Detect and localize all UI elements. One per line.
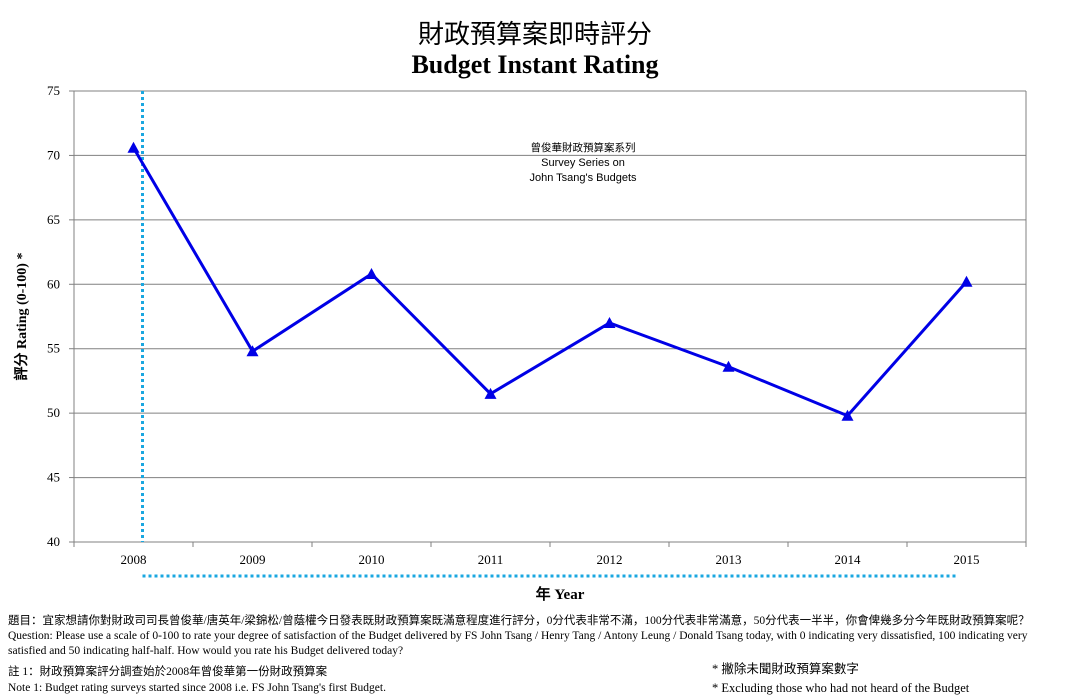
data-point-marker: [841, 409, 854, 421]
note1-en: Note 1: Budget rating surveys started si…: [8, 682, 386, 694]
x-tick-label: 2009: [240, 552, 266, 567]
y-tick-label: 55: [47, 341, 60, 356]
exclusion-zh: * 撇除未聞財政預算案數字: [712, 662, 859, 676]
y-tick-label: 40: [47, 534, 60, 549]
question-en-line2: satisfied and 50 indicating half-half. H…: [8, 645, 404, 657]
data-point-marker: [603, 316, 616, 328]
question-en-line1: Question: Please use a scale of 0-100 to…: [8, 630, 1028, 642]
data-point-marker: [484, 387, 497, 399]
note-1: 註 1：財政預算案評分調查始於2008年曾俊華第一份財政預算案 Note 1: …: [8, 664, 386, 696]
annotation-line1: 曾俊華財政預算案系列: [531, 141, 636, 154]
y-tick-label: 70: [47, 147, 60, 162]
data-point-marker: [127, 141, 140, 153]
data-point-marker: [722, 360, 735, 372]
data-point-marker: [246, 345, 259, 357]
series-line: [132, 146, 968, 418]
y-tick-label: 65: [47, 212, 60, 227]
annotation-line3: John Tsang's Budgets: [529, 172, 637, 184]
x-tick-label: 2015: [954, 552, 980, 567]
annotation-line2: Survey Series on: [541, 157, 625, 169]
x-axis-title: 年 Year: [536, 585, 585, 603]
survey-question: 題目：宜家想請你對財政司司長曾俊華/唐英年/梁錦松/曾蔭權今日發表既財政預算案既…: [8, 614, 1068, 659]
y-axis-title: 評分 Rating (0-100) *: [13, 253, 30, 381]
data-point-marker: [960, 275, 973, 287]
x-tick-label: 2012: [597, 552, 623, 567]
x-tick-label: 2010: [359, 552, 385, 567]
y-tick-label: 60: [47, 276, 60, 291]
x-tick-label: 2011: [478, 552, 504, 567]
exclusion-en: * Excluding those who had not heard of t…: [712, 681, 970, 695]
data-point-marker: [365, 267, 378, 279]
line-chart: 40 45 50 55 60 65 70 75 2008 2009 2010 2011 2012 2013…: [13, 83, 1027, 603]
x-tick-label: 2014: [835, 552, 862, 567]
exclusion-note: * 撇除未聞財政預算案數字 * Excluding those who had …: [712, 660, 969, 698]
x-tick-label: 2008: [121, 552, 147, 567]
question-zh: 題目：宜家想請你對財政司司長曾俊華/唐英年/梁錦松/曾蔭權今日發表既財政預算案既…: [8, 615, 1030, 627]
chart-subtitle: Budget Instant Rating: [411, 50, 659, 79]
chart-title: 財政預算案即時評分: [417, 20, 652, 50]
y-tick-label: 50: [47, 405, 60, 420]
note1-zh: 註 1：財政預算案評分調查始於2008年曾俊華第一份財政預算案: [8, 666, 328, 678]
y-tick-label: 45: [47, 470, 60, 485]
x-tick-label: 2013: [716, 552, 742, 567]
y-tick-label: 75: [47, 83, 60, 98]
